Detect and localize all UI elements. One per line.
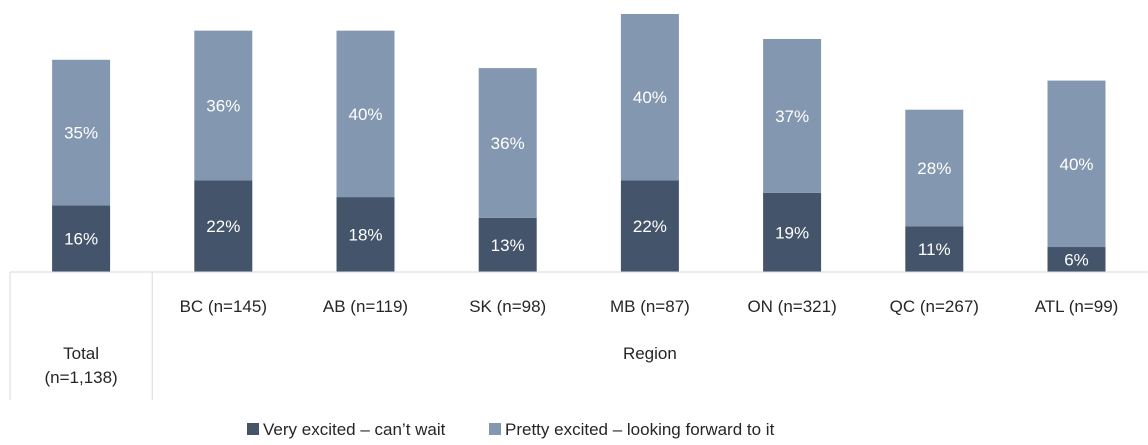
data-label: 6% (1064, 251, 1089, 270)
data-label: 37% (775, 107, 809, 126)
legend-label: Very excited – can’t wait (263, 420, 446, 439)
bar-pretty-excited-7 (1047, 80, 1106, 248)
bar-pretty-excited-4 (620, 14, 679, 181)
bar-very-excited-3 (478, 217, 537, 272)
data-label: 35% (64, 124, 98, 143)
data-label: 40% (348, 105, 382, 124)
bar-pretty-excited-3 (478, 68, 537, 218)
category-label-total: Total (63, 344, 99, 363)
data-label: 40% (1059, 155, 1093, 174)
data-label: 11% (918, 240, 951, 259)
legend-label: Pretty excited – looking forward to it (505, 420, 775, 439)
data-label: 13% (491, 236, 525, 255)
bar-pretty-excited-1 (194, 30, 253, 181)
category-label: SK (n=98) (469, 297, 546, 316)
category-label: MB (n=87) (610, 297, 690, 316)
data-label: 22% (633, 217, 667, 236)
group-label-region: Region (623, 344, 677, 363)
data-label: 19% (775, 223, 809, 242)
data-label: 18% (348, 226, 382, 245)
category-label: QC (n=267) (890, 297, 979, 316)
data-label: 22% (206, 217, 240, 236)
bars-layer: 16% 35% 22% 36% 18% 40% 13% 36% 22% 40% 19% 37% 11% 2… (52, 14, 1106, 272)
bar-pretty-excited-6 (905, 109, 964, 227)
category-label: AB (n=119) (323, 297, 408, 316)
bar-very-excited-4 (620, 180, 679, 272)
legend-swatch (489, 423, 501, 435)
data-label: 28% (917, 159, 951, 178)
data-label: 40% (633, 88, 667, 107)
category-label-total: (n=1,138) (44, 368, 117, 387)
bar-pretty-excited-2 (336, 30, 395, 198)
bar-very-excited-5 (763, 192, 822, 272)
category-labels: Total (n=1,138) BC (n=145) AB (n=119) SK (n=… (44, 297, 1118, 387)
bar-pretty-excited-0 (52, 59, 111, 206)
data-label: 36% (491, 134, 525, 153)
category-axis (9, 271, 1148, 400)
category-label: ON (n=321) (747, 297, 836, 316)
legend-swatch (247, 423, 259, 435)
category-label: ATL (n=99) (1035, 297, 1119, 316)
bar-very-excited-7 (1047, 247, 1106, 272)
bar-very-excited-1 (194, 180, 253, 272)
data-label: 36% (206, 97, 240, 116)
legend: Very excited – can’t wait Pretty excited … (247, 420, 775, 439)
category-label: BC (n=145) (180, 297, 267, 316)
bar-very-excited-2 (336, 197, 395, 272)
data-label: 16% (64, 230, 98, 249)
bar-very-excited-0 (52, 205, 111, 272)
bar-pretty-excited-5 (763, 38, 822, 193)
bar-very-excited-6 (905, 226, 964, 272)
